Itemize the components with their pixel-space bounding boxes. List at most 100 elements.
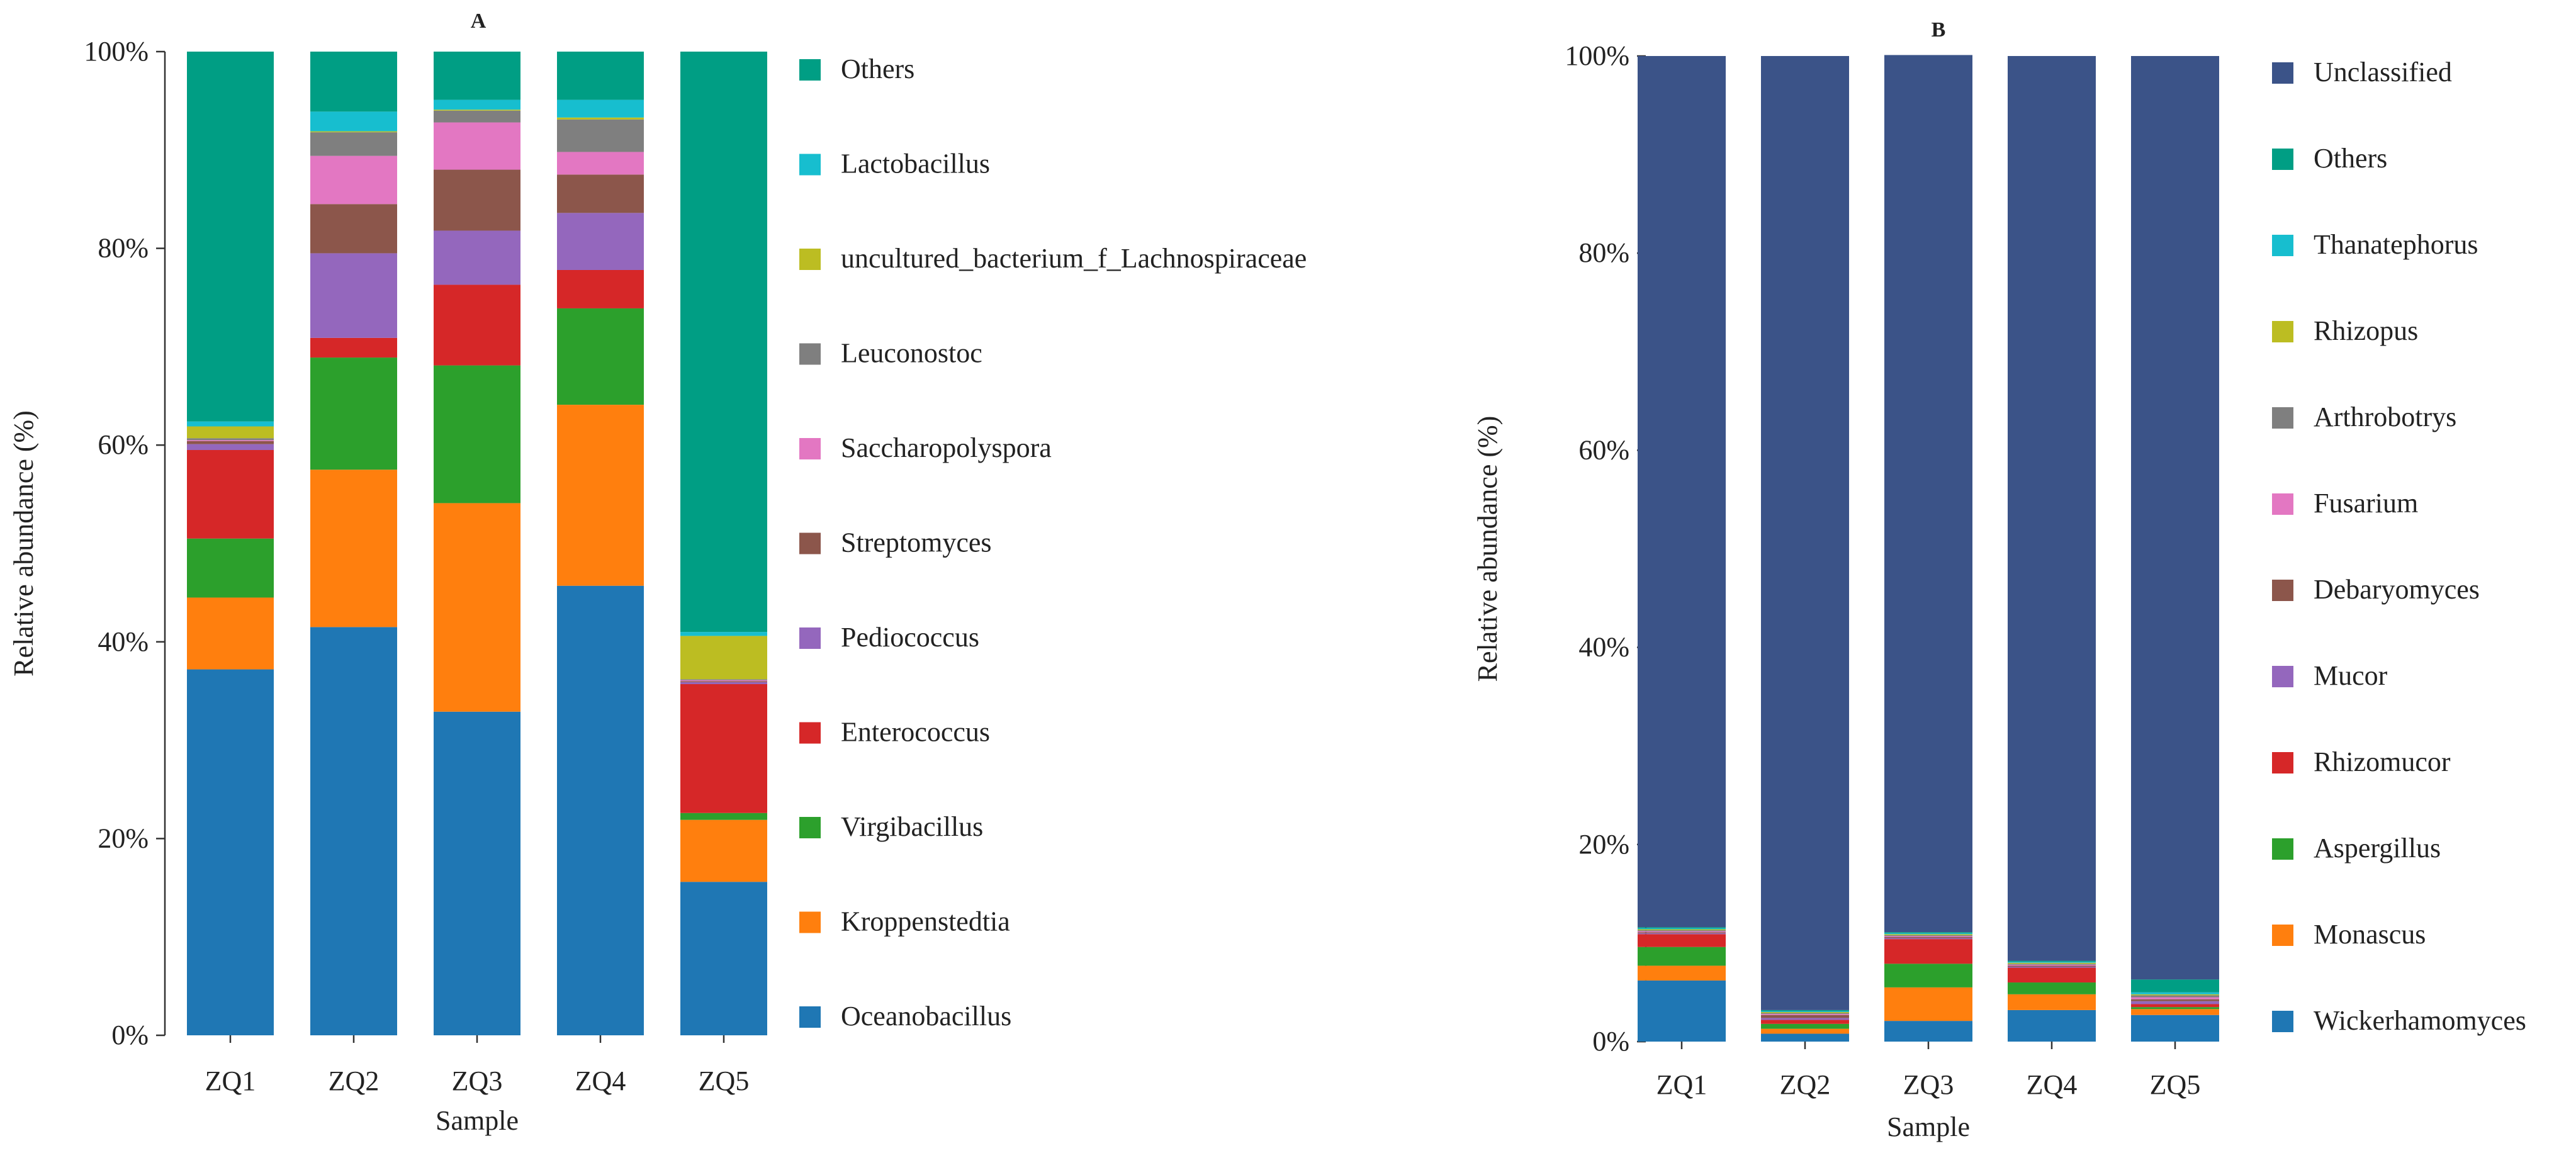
bar-segment-zq4-unclassified: [2008, 56, 2096, 961]
bar-segment-zq4-kroppenstedtia: [557, 405, 644, 586]
legend-label: Aspergillus: [2314, 833, 2441, 863]
bar-segment-zq3-lactobacillus: [434, 99, 520, 110]
bar-segment-zq5-debaryomyces: [2131, 999, 2219, 1001]
bar-segment-zq4-leuconostoc: [557, 119, 644, 152]
bar-segment-zq2-rhizopus: [1761, 1012, 1849, 1013]
bar-segment-zq4-others: [557, 52, 644, 100]
y-tick-label: 60%: [98, 429, 149, 460]
bar-segment-zq3-debaryomyces: [1884, 937, 1972, 938]
chart-title: B: [1932, 18, 1946, 42]
bar-segment-zq3-others: [434, 52, 520, 100]
bar-segment-zq2-pediococcus: [310, 253, 397, 338]
bar-segment-zq5-enterococcus: [680, 684, 767, 813]
x-tick-label: ZQ1: [1656, 1069, 1707, 1100]
bar-segment-zq5-pediococcus: [680, 682, 767, 685]
bar-segment-zq4-streptomyces: [557, 174, 644, 213]
bar-segment-zq5-streptomyces: [680, 681, 767, 682]
bar-segment-zq3-oceanobacillus: [434, 711, 520, 1035]
legend-swatch: [2272, 62, 2293, 84]
x-tick-label: ZQ2: [329, 1066, 380, 1096]
bar-segment-zq1-rhizopus: [1638, 929, 1726, 931]
bar-segment-zq1-unclassified: [1638, 56, 1726, 928]
legend-swatch: [2272, 925, 2293, 946]
bar-segment-zq2-others: [1761, 1010, 1849, 1011]
y-tick-label: 0%: [1592, 1026, 1629, 1057]
bar-segment-zq2-streptomyces: [310, 204, 397, 254]
bar-segment-zq2-lactobacillus: [310, 111, 397, 132]
bar-segment-zq1-pediococcus: [187, 444, 274, 451]
bar-segment-zq2-fusarium: [1761, 1014, 1849, 1015]
y-tick-label: 80%: [1578, 237, 1629, 268]
bar-segment-zq1-oceanobacillus: [187, 669, 274, 1035]
bar-segment-zq5-oceanobacillus: [680, 882, 767, 1035]
x-tick-label: ZQ1: [205, 1066, 256, 1096]
bar-segment-zq5-wickerhamomyces: [2131, 1015, 2219, 1042]
bar-segment-zq2-virgibacillus: [310, 357, 397, 470]
y-tick-label: 20%: [1578, 829, 1629, 860]
legend-swatch: [2272, 407, 2293, 429]
bar-segment-zq4-aspergillus: [2008, 982, 2096, 994]
bar-segment-zq1-rhizomucor: [1638, 934, 1726, 947]
bar-segment-zq3-saccharopolyspora: [434, 122, 520, 170]
bar-segment-zq3-enterococcus: [434, 284, 520, 366]
bar-segment-zq4-uncultured-bacterium-f-lachnospiraceae: [557, 117, 644, 120]
bar-segment-zq2-debaryomyces: [1761, 1015, 1849, 1018]
legend-swatch: [799, 911, 821, 933]
bar-segment-zq1-streptomyces: [187, 441, 274, 444]
legend-label: Debaryomyces: [2314, 574, 2480, 605]
legend-swatch: [2272, 580, 2293, 601]
bar-segment-zq5-unclassified: [2131, 56, 2219, 980]
bar-segment-zq2-leuconostoc: [310, 132, 397, 156]
stacked-bar-chart-a: A 0% 20% 40% 60% 80% 100% Relative abundance (%…: [8, 9, 1307, 1136]
bar-segment-zq1-kroppenstedtia: [187, 597, 274, 670]
legend-label: Thanatephorus: [2314, 229, 2478, 260]
x-axis-label: Sample: [436, 1105, 519, 1136]
legend-swatch: [2272, 149, 2293, 170]
bar-segment-zq5-mucor: [2131, 1001, 2219, 1004]
bar-segment-zq4-enterococcus: [557, 269, 644, 308]
x-axis-label: Sample: [1887, 1111, 1970, 1142]
bar-segment-zq4-wickerhamomyces: [2008, 1010, 2096, 1042]
legend-label: Enterococcus: [841, 717, 990, 748]
bar-segment-zq3-others: [1884, 932, 1972, 933]
legend-label: Unclassified: [2314, 57, 2452, 87]
legend-swatch: [2272, 838, 2293, 860]
bar-segment-zq2-saccharopolyspora: [310, 155, 397, 205]
bar-segment-zq4-rhizopus: [2008, 962, 2096, 964]
bar-segment-zq3-arthrobotrys: [1884, 935, 1972, 936]
x-tick-label: ZQ5: [699, 1066, 750, 1096]
legend-swatch: [2272, 666, 2293, 687]
bar-segment-zq1-uncultured-bacterium-f-lachnospiraceae: [187, 426, 274, 439]
bar-segment-zq3-pediococcus: [434, 230, 520, 285]
legend-label: Pediococcus: [841, 622, 979, 653]
bar-segment-zq5-others: [2131, 979, 2219, 993]
legend-label: Leuconostoc: [841, 338, 982, 369]
bar-segment-zq4-monascus: [2008, 994, 2096, 1010]
bar-segment-zq4-saccharopolyspora: [557, 152, 644, 175]
bar-segment-zq3-virgibacillus: [434, 365, 520, 503]
legend-label: Rhizopus: [2314, 315, 2418, 346]
legend-swatch: [2272, 321, 2293, 342]
bar-segment-zq3-wickerhamomyces: [1884, 1021, 1972, 1042]
bar-segment-zq1-debaryomyces: [1638, 932, 1726, 933]
y-tick-label: 80%: [98, 233, 149, 264]
bar-segment-zq5-kroppenstedtia: [680, 819, 767, 882]
bar-segment-zq1-leuconostoc: [187, 438, 274, 441]
legend-swatch: [2272, 235, 2293, 256]
legend-label: uncultured_bacterium_f_Lachnospiraceae: [841, 243, 1307, 274]
x-tick-label: ZQ2: [1780, 1069, 1831, 1100]
bar-segment-zq3-monascus: [1884, 987, 1972, 1021]
chart-panel-a: A 0% 20% 40% 60% 80% 100% Relative abundance (%…: [8, 9, 1307, 1136]
x-tick-label: ZQ4: [2027, 1069, 2078, 1100]
legend-swatch: [799, 817, 821, 838]
bar-segment-zq1-mucor: [1638, 933, 1726, 935]
bar-segment-zq3-rhizopus: [1884, 934, 1972, 935]
legend-label: Oceanobacillus: [841, 1001, 1011, 1032]
bar-segment-zq4-fusarium: [2008, 964, 2096, 966]
y-tick-label: 40%: [1578, 632, 1629, 663]
bar-segment-zq5-virgibacillus: [680, 813, 767, 820]
bar-segment-zq5-fusarium: [2131, 997, 2219, 999]
bar-segment-zq4-others: [2008, 960, 2096, 962]
y-tick-label: 0%: [111, 1020, 149, 1050]
y-tick-label: 40%: [98, 626, 149, 657]
